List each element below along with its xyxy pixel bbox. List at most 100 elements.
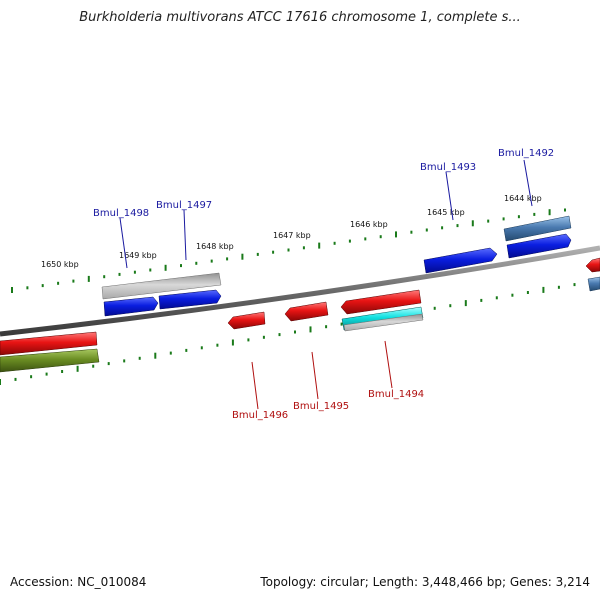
upper-scale-tick [26, 286, 29, 290]
lower-scale-tick [464, 300, 467, 307]
lower-scale-tick [511, 293, 514, 297]
upper-scale-tick [348, 239, 351, 243]
lower-scale-tick [526, 291, 529, 294]
upper-scale-tick [533, 212, 536, 216]
lower-scale-tick [449, 304, 452, 308]
label-bmul-1495[interactable]: Bmul_1495 [293, 401, 349, 412]
lower-scale-tick [247, 338, 250, 342]
label-bmul-1492[interactable]: Bmul_1492 [498, 148, 554, 159]
upper-scale-tick [425, 228, 428, 232]
separator: ; [364, 575, 373, 589]
lower-scale-tick [76, 365, 79, 372]
lower-scale-tick [14, 377, 17, 381]
gene-bmul-1494[interactable] [340, 289, 422, 315]
genes-label: Genes: [509, 575, 552, 589]
leader-bmul-1496 [251, 361, 259, 410]
upper-scale-tick [517, 215, 520, 219]
gene-bmul-1498[interactable] [103, 296, 159, 317]
lower-scale-tick [433, 306, 436, 310]
lower-scale-tick [185, 348, 188, 352]
lower-scale-tick [495, 296, 498, 300]
lower-scale-tick [200, 346, 203, 350]
gray-feature-lower[interactable] [343, 313, 424, 332]
gene-bmul-1496[interactable] [227, 311, 266, 330]
lower-scale-tick [0, 379, 1, 385]
lower-scale-tick [45, 372, 48, 376]
upper-scale-tick [87, 275, 90, 282]
upper-scale-ticks [11, 208, 566, 293]
upper-scale-tick [471, 220, 474, 227]
upper-scale-tick [287, 248, 290, 252]
topology-label: Topology: [260, 575, 317, 589]
gene-bmul-1495[interactable] [284, 301, 329, 322]
gene-bmul-1497[interactable] [158, 289, 222, 310]
olive-feature-left[interactable] [0, 348, 100, 373]
lower-scale-tick [216, 343, 219, 347]
upper-scale-tick [57, 281, 60, 285]
lower-scale-tick [325, 325, 328, 329]
leader-bmul-1498 [119, 217, 128, 269]
upper-scale-tick [195, 261, 198, 265]
accession-value: NC_010084 [77, 575, 147, 589]
upper-scale-tick [164, 264, 167, 271]
lower-scale-tick [61, 370, 64, 373]
lower-scale-tick [92, 364, 95, 368]
leader-bmul-1492 [523, 159, 533, 207]
lower-scale-tick [542, 286, 545, 293]
scale-label-1644: 1644 kbp [504, 194, 542, 203]
upper-scale-tick [564, 208, 566, 212]
label-bmul-1493[interactable]: Bmul_1493 [420, 162, 476, 173]
upper-scale-tick [441, 226, 444, 230]
scale-label-1645: 1645 kbp [427, 208, 465, 217]
lower-scale-tick [231, 339, 234, 346]
lower-scale-tick [480, 298, 483, 302]
label-bmul-1498[interactable]: Bmul_1498 [93, 208, 149, 219]
leader-bmul-1494 [384, 340, 393, 389]
upper-scale-tick [395, 231, 397, 238]
lower-scale-tick [262, 335, 265, 339]
label-leaders [119, 159, 533, 410]
upper-scale-tick [364, 237, 367, 241]
leader-bmul-1495 [311, 351, 319, 400]
length-value: 3,448,466 bp [421, 575, 502, 589]
upper-scale-tick [318, 242, 321, 249]
genome-summary-line: Topology: circular; Length: 3,448,466 bp… [260, 575, 590, 589]
upper-scale-tick [118, 272, 121, 276]
chromosome-backbone [0, 245, 600, 337]
scale-label-1646: 1646 kbp [350, 220, 388, 229]
accession-line: Accession: NC_010084 [10, 575, 146, 589]
lower-scale-tick [340, 322, 343, 326]
scale-label-1650: 1650 kbp [41, 260, 79, 269]
upper-scale-tick [180, 264, 182, 268]
label-bmul-1494[interactable]: Bmul_1494 [368, 389, 424, 400]
upper-scale-tick [256, 252, 259, 256]
gene-bmul-1492[interactable] [506, 233, 572, 259]
accession-label: Accession: [10, 575, 74, 589]
gene-reverse-right[interactable] [585, 257, 600, 273]
upper-scale-tick [41, 284, 44, 288]
leader-bmul-1497 [183, 209, 187, 261]
upper-scale-tick [379, 235, 382, 239]
gene-bmul-1493[interactable] [423, 247, 498, 274]
upper-scale-tick [487, 219, 490, 223]
gene-reverse-left[interactable] [0, 331, 98, 356]
lower-scale-tick [309, 326, 312, 333]
scale-label-1648: 1648 kbp [196, 242, 234, 251]
upper-scale-tick [133, 270, 136, 274]
label-bmul-1497[interactable]: Bmul_1497 [156, 200, 212, 211]
steel-feature-right[interactable] [587, 276, 600, 292]
separator: ; [501, 575, 510, 589]
upper-scale-tick [410, 230, 413, 234]
lower-scale-tick [169, 351, 172, 355]
label-bmul-1496[interactable]: Bmul_1496 [232, 410, 288, 421]
steel-feature-bmul-1492[interactable] [503, 215, 572, 242]
lower-scale-tick [123, 359, 126, 363]
upper-scale-tick [210, 259, 213, 263]
gray-feature-upper[interactable] [101, 272, 222, 300]
upper-scale-tick [302, 246, 305, 250]
lower-scale-tick [557, 285, 560, 289]
lower-scale-tick [278, 333, 281, 337]
lower-scale-tick [294, 330, 296, 334]
